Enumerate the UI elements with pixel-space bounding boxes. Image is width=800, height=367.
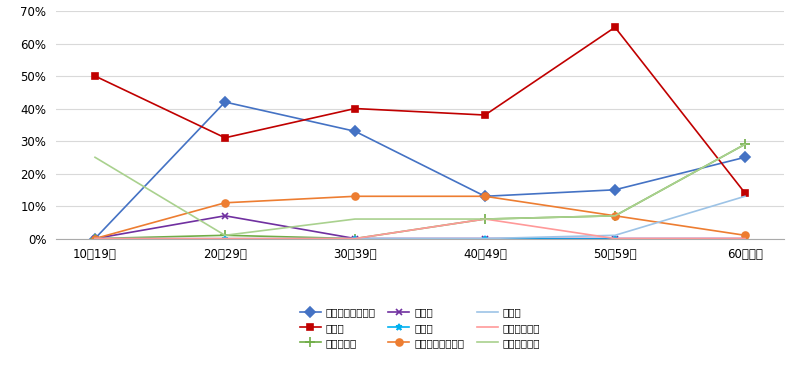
生活の利便性 — [610, 214, 620, 218]
卒　業 — [220, 236, 230, 241]
結婚・離婚・縁組 — [220, 201, 230, 205]
交通の利便性 — [90, 236, 100, 241]
住　宅 — [350, 236, 360, 241]
Line: 転　動: 転 動 — [91, 24, 749, 196]
Line: 卒　業: 卒 業 — [91, 235, 749, 242]
Line: 住　宅: 住 宅 — [95, 196, 745, 239]
退職・廃業 — [740, 142, 750, 146]
結婚・離婚・縁組 — [90, 236, 100, 241]
転　動 — [740, 191, 750, 195]
転　動 — [350, 106, 360, 111]
住　宅 — [90, 236, 100, 241]
転　動 — [220, 135, 230, 140]
結婚・離婚・縁組 — [350, 194, 360, 199]
転　動 — [480, 113, 490, 117]
Legend: 就職・転職・転業, 転　動, 退職・廃業, 就　学, 卒　業, 結婚・離婚・縁組, 住　宅, 交通の利便性, 生活の利便性: 就職・転職・転業, 転 動, 退職・廃業, 就 学, 卒 業, 結婚・離婚・縁組… — [300, 308, 540, 348]
就　学 — [350, 236, 360, 241]
生活の利便性 — [350, 217, 360, 221]
生活の利便性 — [220, 233, 230, 237]
卒　業 — [350, 236, 360, 241]
Line: 交通の利便性: 交通の利便性 — [95, 219, 745, 239]
生活の利便性 — [480, 217, 490, 221]
Line: 就職・転職・転業: 就職・転職・転業 — [91, 99, 749, 242]
交通の利便性 — [610, 236, 620, 241]
就職・転職・転業 — [610, 188, 620, 192]
就職・転職・転業 — [740, 155, 750, 160]
生活の利便性 — [90, 155, 100, 160]
住　宅 — [740, 194, 750, 199]
退職・廃業 — [610, 214, 620, 218]
卒　業 — [610, 236, 620, 241]
退職・廃業 — [90, 236, 100, 241]
結婚・離婚・縁組 — [740, 233, 750, 237]
就　学 — [220, 214, 230, 218]
交通の利便性 — [740, 236, 750, 241]
交通の利便性 — [220, 236, 230, 241]
交通の利便性 — [350, 236, 360, 241]
就職・転職・転業 — [480, 194, 490, 199]
Line: 就　学: 就 学 — [91, 212, 749, 242]
転　動 — [610, 25, 620, 29]
住　宅 — [610, 233, 620, 237]
退職・廃業 — [220, 233, 230, 237]
Line: 結婚・離婚・縁組: 結婚・離婚・縁組 — [91, 193, 749, 242]
退職・廃業 — [480, 217, 490, 221]
結婚・離婚・縁組 — [480, 194, 490, 199]
生活の利便性 — [740, 142, 750, 146]
就　学 — [610, 236, 620, 241]
転　動 — [90, 74, 100, 78]
就　学 — [480, 236, 490, 241]
住　宅 — [220, 236, 230, 241]
退職・廃業 — [350, 236, 360, 241]
卒　業 — [740, 236, 750, 241]
就　学 — [740, 236, 750, 241]
結婚・離婚・縁組 — [610, 214, 620, 218]
Line: 退職・廃業: 退職・廃業 — [90, 139, 750, 243]
住　宅 — [480, 236, 490, 241]
卒　業 — [480, 236, 490, 241]
就職・転職・転業 — [350, 129, 360, 134]
就職・転職・転業 — [220, 100, 230, 104]
就　学 — [90, 236, 100, 241]
Line: 生活の利便性: 生活の利便性 — [95, 144, 745, 235]
就職・転職・転業 — [90, 236, 100, 241]
交通の利便性 — [480, 217, 490, 221]
卒　業 — [90, 236, 100, 241]
